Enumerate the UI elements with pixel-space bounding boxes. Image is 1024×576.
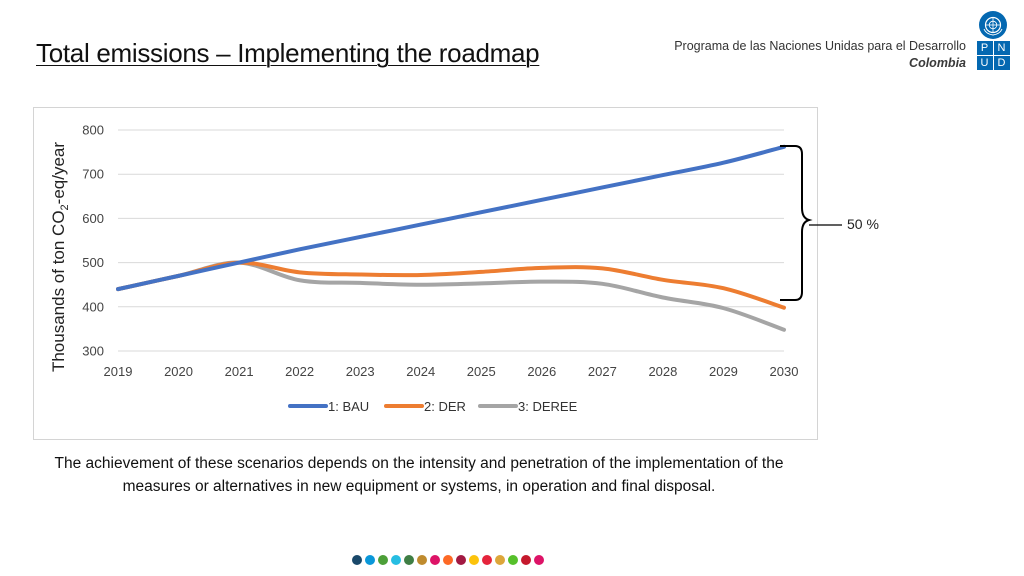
organization-name-block: Programa de las Naciones Unidas para el … bbox=[674, 38, 966, 72]
x-tick-label: 2021 bbox=[225, 364, 254, 379]
y-tick-label: 800 bbox=[82, 123, 104, 138]
reduction-percent-label: 50 % bbox=[847, 216, 879, 232]
sdg-dot bbox=[495, 555, 505, 565]
y-tick-label: 700 bbox=[82, 167, 104, 182]
sdg-dot bbox=[456, 555, 466, 565]
x-tick-label: 2023 bbox=[346, 364, 375, 379]
y-tick-label: 600 bbox=[82, 211, 104, 226]
y-axis-title: Thousands of ton CO2-eq/year bbox=[49, 107, 71, 407]
sdg-color-dots bbox=[352, 555, 544, 565]
x-tick-label: 2022 bbox=[285, 364, 314, 379]
x-tick-label: 2027 bbox=[588, 364, 617, 379]
logo-letter-grid: P N U D bbox=[976, 41, 1010, 70]
undp-logo: P N U D bbox=[976, 11, 1010, 70]
y-axis-title-part: -eq/year bbox=[48, 141, 68, 205]
page-title: Total emissions – Implementing the roadm… bbox=[36, 38, 540, 68]
y-tick-label: 400 bbox=[82, 299, 104, 314]
caption-text: The achievement of these scenarios depen… bbox=[54, 455, 784, 495]
x-tick-label: 2028 bbox=[648, 364, 677, 379]
sdg-dot bbox=[417, 555, 427, 565]
sdg-dot bbox=[443, 555, 453, 565]
sdg-dot bbox=[365, 555, 375, 565]
organization-name: Programa de las Naciones Unidas para el … bbox=[674, 39, 966, 53]
legend-label: 2: DER bbox=[424, 399, 466, 414]
y-axis-title-subscript: 2 bbox=[59, 204, 72, 211]
x-tick-label: 2025 bbox=[467, 364, 496, 379]
emissions-line-chart: 300 400 500 600 700 800 2019 2020 2021 2022 2023 20… bbox=[82, 123, 799, 415]
logo-letter: D bbox=[993, 56, 1010, 70]
x-tick-label: 2020 bbox=[164, 364, 193, 379]
sdg-dot bbox=[430, 555, 440, 565]
logo-letter: P bbox=[976, 41, 993, 55]
y-tick-label: 300 bbox=[82, 344, 104, 359]
sdg-dot bbox=[378, 555, 388, 565]
sdg-dot bbox=[391, 555, 401, 565]
organization-country: Colombia bbox=[909, 56, 966, 70]
brace-bracket bbox=[780, 145, 813, 301]
sdg-dot bbox=[534, 555, 544, 565]
sdg-dot bbox=[469, 555, 479, 565]
sdg-dot bbox=[508, 555, 518, 565]
x-tick-label: 2029 bbox=[709, 364, 738, 379]
x-tick-label: 2030 bbox=[770, 364, 799, 379]
y-tick-label: 500 bbox=[82, 255, 104, 270]
sdg-dot bbox=[482, 555, 492, 565]
legend-label: 1: BAU bbox=[328, 399, 369, 414]
chart-panel: 300 400 500 600 700 800 2019 2020 2021 2022 2023 20… bbox=[33, 107, 818, 440]
sdg-dot bbox=[521, 555, 531, 565]
annotation-connector bbox=[809, 224, 842, 226]
logo-letter: N bbox=[993, 41, 1010, 55]
un-emblem-icon bbox=[979, 11, 1007, 39]
legend-label: 3: DEREE bbox=[518, 399, 578, 414]
x-tick-label: 2026 bbox=[527, 364, 556, 379]
y-axis-title-part: Thousands of ton CO bbox=[48, 210, 68, 373]
series-line-1-bau bbox=[116, 144, 786, 292]
x-tick-label: 2024 bbox=[406, 364, 435, 379]
x-tick-label: 2019 bbox=[104, 364, 133, 379]
sdg-dot bbox=[404, 555, 414, 565]
logo-letter: U bbox=[976, 56, 993, 70]
sdg-dot bbox=[352, 555, 362, 565]
